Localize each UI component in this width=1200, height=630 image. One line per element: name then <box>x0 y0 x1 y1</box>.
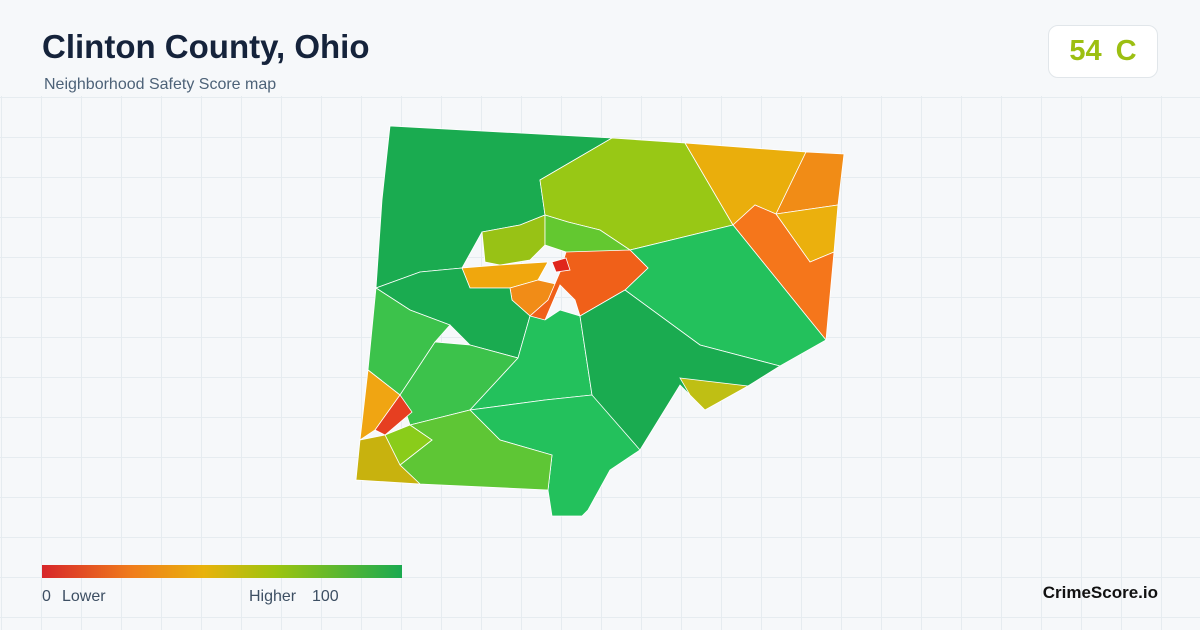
title: Clinton County, Ohio <box>42 28 370 65</box>
subtitle: Neighborhood Safety Score map <box>44 76 277 93</box>
region <box>481 214 546 266</box>
score-badge: 54 C <box>1048 25 1158 78</box>
legend-min: 0 <box>42 588 51 605</box>
score-value: 54 <box>1069 35 1102 67</box>
brand: CrimeScore.io <box>1042 583 1158 602</box>
region <box>551 257 571 273</box>
legend-gradient <box>42 565 402 578</box>
region <box>355 434 422 485</box>
legend-min-label: Lower <box>62 588 106 605</box>
legend-max: 100 <box>312 588 339 605</box>
score-grade: C <box>1115 35 1137 67</box>
legend-max-label: Higher <box>249 588 297 605</box>
region <box>679 377 750 411</box>
header: Clinton County, Ohio Neighborhood Safety… <box>0 0 1200 96</box>
region <box>529 249 649 331</box>
